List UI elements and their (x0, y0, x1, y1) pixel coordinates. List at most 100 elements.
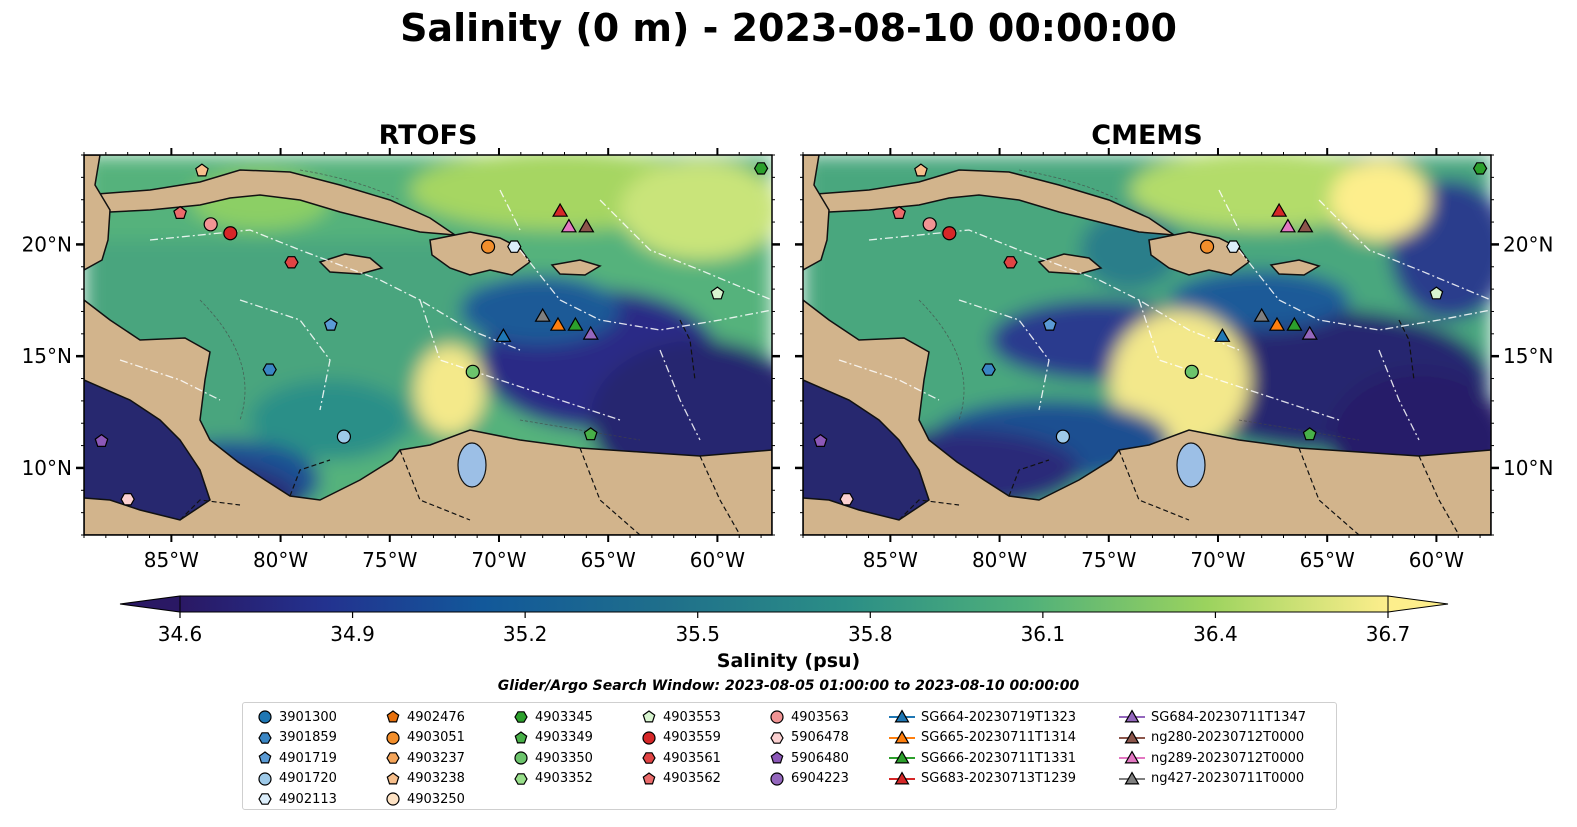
legend-label: ng427-20230711T0000 (1151, 771, 1305, 787)
bathymetry-contours (918, 169, 1360, 441)
x-tick-label: 75°W (362, 548, 417, 572)
country-borders (179, 319, 741, 535)
legend-label: 4901720 (279, 771, 337, 787)
map-panel-rtofs (84, 155, 772, 535)
bathymetry-contours (199, 169, 641, 441)
x-tick-label: 60°W (1409, 548, 1464, 572)
colorbar-extend-low (119, 595, 181, 613)
legend-column: SG684-20230711T1347 ng280-20230712T0000 ng… (1119, 707, 1306, 789)
marker-ng289-20230712T0000 (1279, 218, 1296, 233)
legend-marker-icon (258, 710, 272, 724)
eez-boundaries (119, 189, 772, 441)
marker-4903559 (942, 226, 957, 241)
legend-marker-icon (258, 793, 272, 806)
marker-4903561 (284, 256, 299, 269)
legend-item: SG683-20230713T1239 (889, 769, 1076, 790)
y-tick-label: 20°N (1503, 232, 1553, 256)
legend-label: 4903563 (791, 709, 849, 725)
legend-column: 4903553 4903559 4903561 4903562 (641, 707, 721, 789)
legend-label: 4903350 (535, 750, 593, 766)
legend-label: 4903553 (663, 709, 721, 725)
legend-marker-icon (514, 751, 528, 765)
marker-SG665-20230711T1314 (549, 316, 567, 331)
marker-ng427-20230711T0000 (1253, 307, 1270, 322)
legend-item: 4903238 (385, 769, 465, 790)
map-frame-cmems (802, 154, 1492, 536)
legend-marker-icon (642, 731, 656, 745)
marker-SG684-20230711T1347 (1301, 325, 1318, 340)
map-panel-cmems (803, 155, 1491, 535)
legend-label: SG683-20230713T1239 (921, 771, 1077, 787)
lake-maracaibo (457, 442, 487, 488)
legend-marker-icon (514, 772, 528, 785)
marker-SG683-20230713T1239 (552, 202, 569, 217)
country-borders (898, 319, 1460, 535)
marker-4903559 (223, 226, 238, 241)
legend-label: 4903237 (407, 750, 465, 766)
legend-item: 4903349 (513, 728, 593, 749)
legend-item: 3901859 (257, 728, 337, 749)
legend-item: 4903561 (641, 748, 721, 769)
legend-label: 4903250 (407, 791, 465, 807)
legend-marker-icon (386, 752, 400, 765)
legend-marker-icon (770, 751, 784, 764)
marker-4903349 (1302, 427, 1317, 441)
legend-label: 4902476 (407, 709, 465, 725)
marker-4903563 (203, 217, 218, 232)
marker-SG664-20230719T1323 (495, 328, 512, 342)
legend-label: SG664-20230719T1323 (921, 709, 1077, 725)
x-tick-label: 60°W (690, 548, 745, 572)
marker-SG684-20230711T1347 (582, 325, 599, 340)
eez-boundaries (838, 189, 1491, 441)
legend-label: 3901859 (279, 730, 337, 746)
legend-label: 4901719 (279, 750, 337, 766)
x-tick-label: 80°W (972, 548, 1027, 572)
marker-4901719 (1042, 317, 1057, 331)
legend-item: 4903562 (641, 769, 721, 790)
legend-marker-icon (258, 772, 272, 786)
colorbar-tick-label: 36.4 (1193, 622, 1238, 646)
y-tick-label: 20°N (22, 232, 72, 256)
legend-item: 5906478 (769, 728, 849, 749)
legend-label: 4903562 (663, 771, 721, 787)
legend-item: SG684-20230711T1347 (1119, 707, 1306, 728)
legend-marker-icon (1119, 709, 1145, 723)
x-tick-label: 70°W (1190, 548, 1245, 572)
markers-rtofs (94, 162, 769, 506)
map-axis-labels: 85°W 80°W 75°W 70°W 65°W 60°W 20°N 15°N 10°N 85°W… (22, 232, 1554, 572)
legend-item: 4903237 (385, 748, 465, 769)
legend-marker-icon (770, 772, 784, 786)
legend-item: SG664-20230719T1323 (889, 707, 1076, 728)
legend-marker-icon (514, 711, 528, 724)
marker-5906480 (94, 433, 109, 447)
marker-4903553 (710, 286, 725, 300)
colorbar-tick-label: 35.2 (503, 622, 548, 646)
marker-3901859 (981, 363, 996, 376)
marker-4903562 (892, 205, 907, 219)
marker-SG683-20230713T1239 (1271, 202, 1288, 217)
marker-4903350 (1184, 364, 1199, 379)
marker-4903051 (1199, 239, 1215, 254)
marker-4903238 (195, 163, 209, 177)
marker-SG666-20230711T1331 (1286, 316, 1303, 331)
legend-label: SG684-20230711T1347 (1151, 709, 1307, 725)
legend-marker-icon (386, 792, 400, 806)
legend-marker-icon (386, 772, 400, 785)
marker-4903345 (753, 162, 769, 175)
legend-marker-icon (258, 751, 272, 764)
markers-cmems (813, 162, 1488, 506)
marker-5906478 (120, 493, 135, 506)
legend-item: 4903563 (769, 707, 849, 728)
legend-label: 4903352 (535, 771, 593, 787)
colorbar-tick-label: 35.8 (848, 622, 893, 646)
marker-4901720 (1055, 429, 1071, 444)
x-tick-label: 75°W (1081, 548, 1136, 572)
legend-marker-icon (889, 771, 915, 785)
x-tick-label: 65°W (581, 548, 636, 572)
panel-title-cmems: CMEMS (1091, 120, 1203, 151)
legend-marker-icon (889, 730, 915, 744)
legend-label: 4903559 (663, 730, 721, 746)
marker-ng280-20230712T0000 (578, 218, 595, 233)
legend-label: 4903345 (535, 709, 593, 725)
marker-SG665-20230711T1314 (1268, 316, 1286, 331)
